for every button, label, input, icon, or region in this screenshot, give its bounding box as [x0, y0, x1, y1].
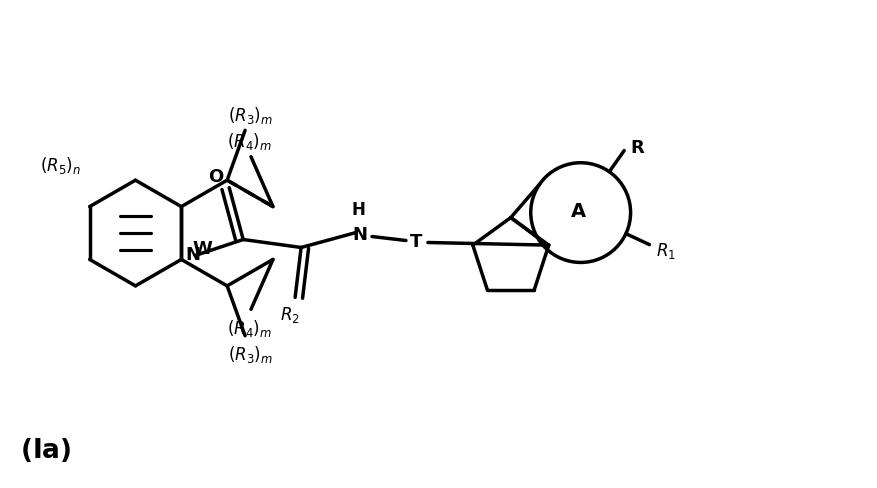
Text: $R_2$: $R_2$: [280, 305, 300, 325]
Text: $(R_3)_m$: $(R_3)_m$: [227, 344, 273, 365]
Text: $(R_3)_m$: $(R_3)_m$: [227, 104, 273, 125]
Text: N: N: [186, 246, 201, 264]
Text: A: A: [570, 202, 586, 221]
Text: N: N: [353, 225, 367, 243]
Text: $(R_4)_m$: $(R_4)_m$: [227, 131, 272, 152]
Text: W: W: [192, 240, 212, 258]
Text: $\mathbf{(Ia)}$: $\mathbf{(Ia)}$: [20, 435, 71, 464]
Text: O: O: [207, 167, 223, 185]
Text: $(R_5)_n$: $(R_5)_n$: [40, 154, 81, 175]
Text: $(R_4)_m$: $(R_4)_m$: [227, 317, 272, 338]
Text: $R_1$: $R_1$: [656, 240, 675, 260]
Text: H: H: [351, 200, 365, 218]
Text: T: T: [410, 232, 422, 250]
Text: R: R: [630, 138, 644, 156]
